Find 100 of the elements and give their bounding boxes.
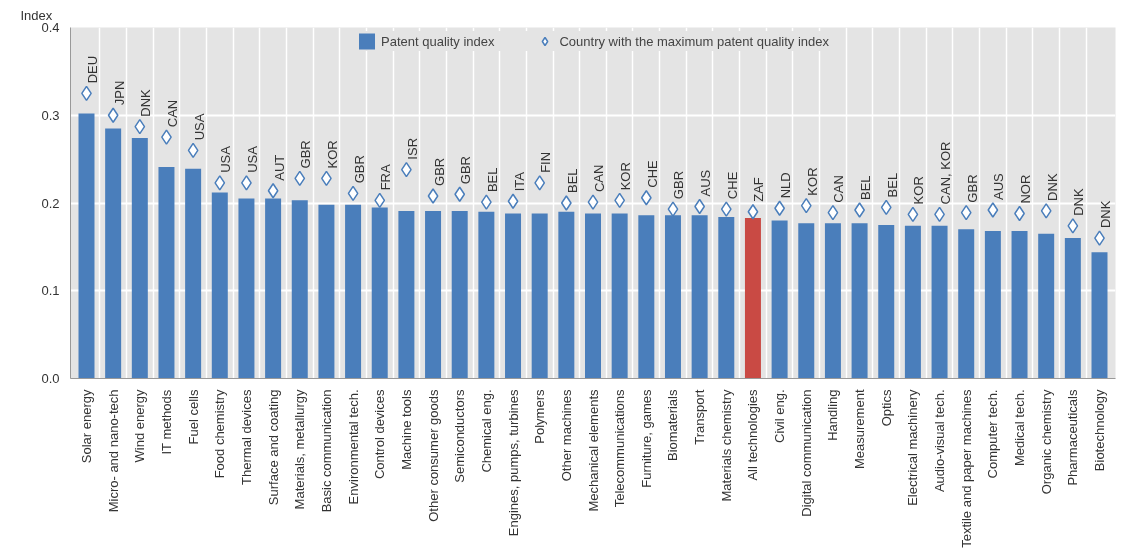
x-tick-label: Medical tech. <box>1012 389 1028 467</box>
data-label: NLD <box>778 172 794 199</box>
x-tick-label: Food chemistry <box>212 389 228 479</box>
point <box>187 142 199 159</box>
data-label: AUS <box>991 172 1007 201</box>
x-tick-label: Mechanical elements <box>585 389 601 512</box>
point <box>880 199 892 216</box>
bar <box>1091 252 1108 379</box>
x-tick-label: Optics <box>878 389 894 427</box>
bar <box>931 225 948 379</box>
point <box>667 201 679 217</box>
data-label: KOR <box>324 140 340 169</box>
bar <box>771 220 788 379</box>
point <box>480 194 492 210</box>
point <box>294 170 306 187</box>
x-tick-label: Engines, pumps, turbines <box>505 389 521 537</box>
point <box>534 175 546 191</box>
x-tick-label: Computer tech. <box>985 389 1001 479</box>
data-label: DNK <box>1071 188 1087 216</box>
bar <box>318 204 335 379</box>
point <box>214 175 226 191</box>
data-label: DNK <box>1044 173 1060 201</box>
x-tick-label: Environmental tech. <box>345 389 361 505</box>
bar <box>958 229 975 379</box>
x-tick-label: Semiconductors <box>452 389 468 483</box>
point <box>1040 203 1052 219</box>
x-tick-label: Thermal devices <box>238 389 254 485</box>
bar <box>1011 231 1028 379</box>
y-tick-label: 0.1 <box>41 283 60 299</box>
data-label: ISR <box>404 137 420 160</box>
bar <box>78 113 95 379</box>
legend-label: Country with the maximum patent quality index <box>559 33 829 49</box>
data-label: ZAF <box>751 177 767 202</box>
x-tick-label: Furniture, games <box>638 389 654 488</box>
x-tick-label: Organic chemistry <box>1038 389 1054 495</box>
bar <box>345 204 362 379</box>
bar <box>451 210 468 379</box>
point <box>774 200 786 217</box>
data-label: ITA <box>511 171 527 192</box>
data-label: USA <box>218 145 234 173</box>
data-label: BEL <box>564 168 580 193</box>
bar <box>638 215 655 379</box>
x-tick-label: Materials chemistry <box>718 389 734 502</box>
point <box>1067 218 1079 234</box>
point <box>640 189 652 206</box>
point <box>427 188 439 204</box>
x-tick-label: Telecommunications <box>612 389 628 508</box>
point <box>614 192 626 209</box>
x-tick-label: Surface and coating <box>265 389 281 506</box>
data-label: CAN <box>591 164 607 193</box>
data-label: AUT <box>271 154 287 181</box>
x-tick-label: Audio-visual tech. <box>932 389 948 493</box>
y-tick-label: 0.2 <box>41 195 60 211</box>
point <box>454 186 466 202</box>
data-label: AUS <box>698 169 714 197</box>
data-label: DNK <box>1098 200 1114 229</box>
x-tick-label: Chemical eng. <box>478 389 494 473</box>
point <box>587 194 599 210</box>
y-tick-label: 0.0 <box>41 371 60 386</box>
x-tick-label: Micro- and nano-tech <box>105 389 121 513</box>
x-tick-label: Transport <box>692 389 708 445</box>
data-label: KOR <box>804 167 820 196</box>
data-label: CHE <box>724 171 740 200</box>
x-tick-label: IT methods <box>158 389 174 455</box>
data-label: DEU <box>84 55 100 84</box>
x-tick-label: All technologies <box>745 389 761 481</box>
data-label: BEL <box>484 167 500 193</box>
bar <box>158 167 175 379</box>
point <box>107 107 119 123</box>
data-label: GBR <box>298 140 314 169</box>
x-tick-label: Other consumer goods <box>425 389 441 522</box>
y-axis-title: Index <box>20 7 53 23</box>
bar <box>904 225 921 379</box>
bar <box>744 217 761 379</box>
legend-label: Patent quality index <box>381 33 495 49</box>
x-tick-label: Measurement <box>852 389 868 469</box>
bar <box>131 138 148 379</box>
point <box>827 204 839 221</box>
data-label: USA <box>191 113 207 141</box>
bar <box>1038 233 1055 379</box>
bar <box>478 211 495 379</box>
point <box>347 185 359 202</box>
x-tick-label: Wind energy <box>132 389 148 463</box>
point <box>720 201 732 217</box>
data-label: GBR <box>671 170 687 200</box>
data-label: GBR <box>964 174 980 203</box>
bar <box>851 223 868 379</box>
x-tick-label: Solar energy <box>78 389 94 464</box>
x-tick-label: Polymers <box>532 389 548 444</box>
bar <box>1064 238 1081 379</box>
data-label: GBR <box>458 156 474 185</box>
data-label: FRA <box>378 164 394 191</box>
data-label: JPN <box>111 80 127 106</box>
point <box>267 182 279 199</box>
bar <box>185 168 202 379</box>
data-label: GBR <box>431 157 447 186</box>
bar <box>531 213 548 379</box>
point <box>374 192 386 209</box>
point <box>134 118 146 135</box>
x-tick-label: Control devices <box>372 389 388 480</box>
